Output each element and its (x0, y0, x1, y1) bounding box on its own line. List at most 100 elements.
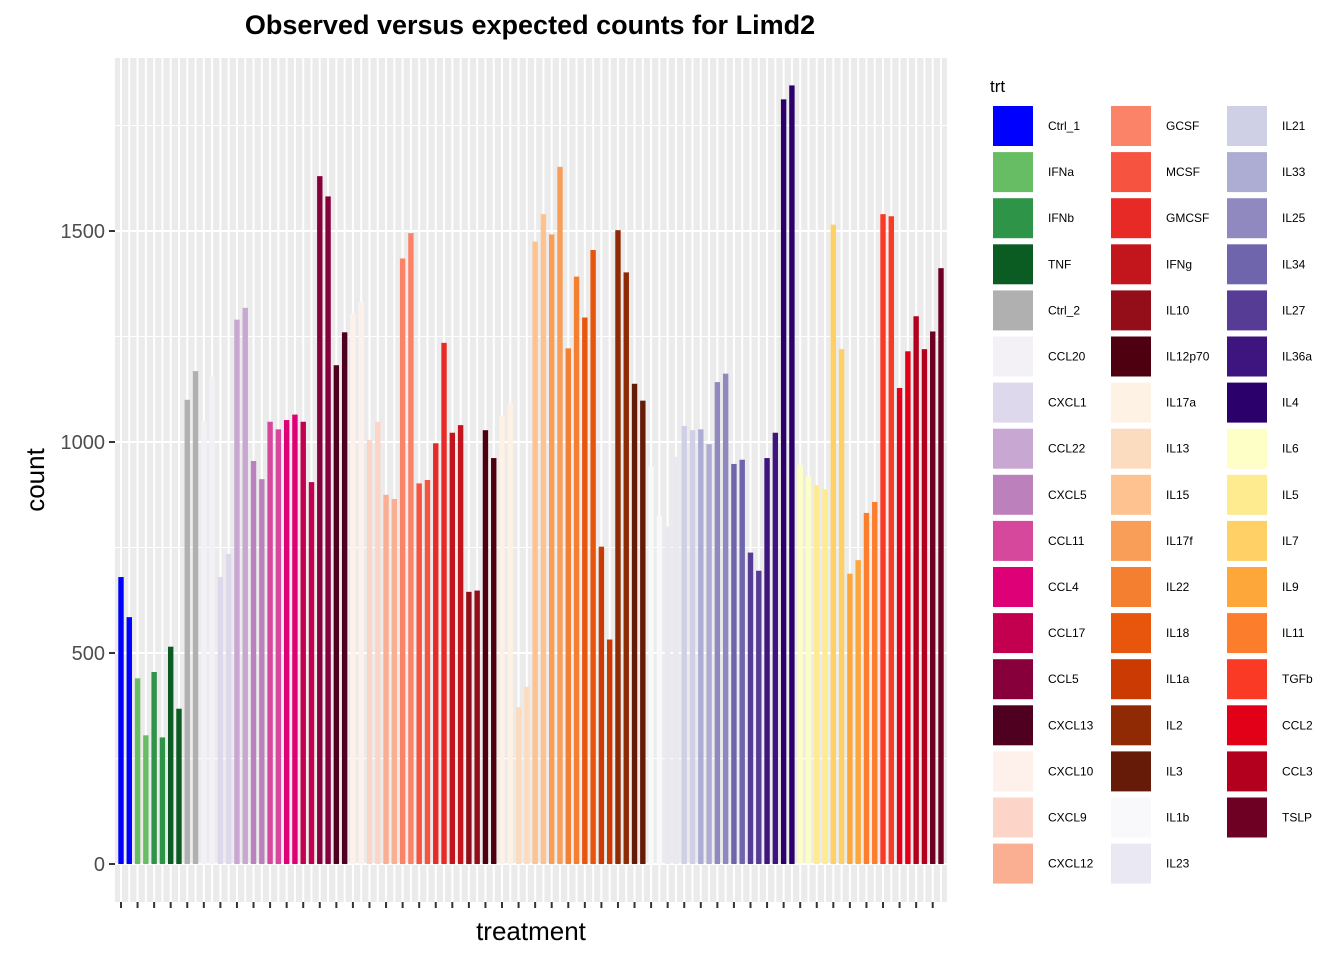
bar (623, 272, 629, 865)
bar (292, 414, 298, 865)
legend-label: IL17a (1166, 396, 1196, 410)
legend-key (991, 795, 1035, 840)
legend-label: CXCL5 (1048, 488, 1087, 502)
bar (433, 443, 439, 865)
bar (913, 316, 919, 865)
legend-key (1109, 472, 1153, 517)
legend-key (1109, 749, 1153, 794)
bar (515, 707, 522, 865)
legend-label: IL21 (1282, 119, 1306, 133)
bar (259, 479, 265, 865)
legend-label: TGFb (1282, 672, 1313, 686)
bar (631, 383, 638, 865)
legend-key (991, 472, 1035, 517)
bar (358, 301, 364, 865)
bar (739, 459, 745, 865)
bar (449, 432, 456, 865)
legend-label: IL27 (1282, 303, 1306, 317)
bar (747, 552, 754, 865)
legend-label: CCL22 (1048, 442, 1086, 456)
bar (441, 342, 447, 865)
legend-label: IFNa (1048, 165, 1074, 179)
legend-key (1225, 150, 1269, 195)
legend-label: IFNb (1048, 211, 1074, 225)
y-tick-label: 0 (94, 854, 105, 876)
legend-title: trt (990, 77, 1005, 96)
legend-label: TNF (1048, 257, 1071, 271)
legend-label: IL12p70 (1166, 350, 1210, 364)
bar (408, 233, 414, 865)
legend-label: GMCSF (1166, 211, 1209, 225)
legend-key (1109, 841, 1153, 886)
bar (590, 250, 596, 865)
legend-key (1225, 703, 1269, 748)
x-axis (120, 902, 934, 908)
legend-key (1109, 288, 1153, 333)
bar (681, 425, 687, 865)
legend-key (1225, 795, 1269, 840)
legend-key (991, 749, 1035, 794)
legend-key (1109, 426, 1153, 471)
legend-label: IL7 (1282, 534, 1299, 548)
legend-key (1109, 334, 1153, 379)
legend-key (1225, 334, 1269, 379)
bar (341, 332, 348, 865)
bar (267, 421, 273, 865)
legend-label: IL36a (1282, 350, 1312, 364)
bar (905, 351, 911, 865)
bar (756, 570, 762, 865)
legend-key (991, 334, 1035, 379)
bar (250, 461, 257, 865)
bar (689, 430, 696, 865)
legend-key (1225, 288, 1269, 333)
legend-label: CCL3 (1282, 764, 1313, 778)
bar (722, 373, 729, 865)
bar (209, 376, 215, 865)
bar (598, 546, 605, 865)
bar (656, 515, 663, 865)
legend-key (991, 242, 1035, 287)
bar (242, 307, 248, 865)
legend-key (1225, 611, 1269, 656)
legend-label: IL5 (1282, 488, 1299, 502)
legend-key (1225, 472, 1269, 517)
legend-key (1225, 104, 1269, 148)
legend-label: IL11 (1282, 626, 1305, 640)
legend-label: IFNg (1166, 257, 1192, 271)
bar (648, 466, 654, 865)
bar (714, 382, 721, 865)
y-tick-label: 500 (72, 643, 105, 665)
legend-label: IL2 (1166, 718, 1183, 732)
bar (134, 678, 141, 865)
legend-key (1109, 611, 1153, 656)
bar (225, 553, 232, 865)
legend-label: MCSF (1166, 165, 1200, 179)
bar (350, 313, 356, 865)
bar (474, 590, 480, 865)
legend-label: CCL2 (1282, 718, 1313, 732)
legend-key (1109, 657, 1153, 702)
y-tick-label: 1500 (61, 221, 106, 243)
bar (333, 365, 340, 865)
legend-label: CXCL13 (1048, 718, 1094, 732)
bar (366, 439, 373, 865)
legend-label: Ctrl_1 (1048, 119, 1080, 133)
legend-key (1109, 795, 1153, 840)
legend-label: IL1b (1166, 811, 1190, 825)
legend-key (991, 150, 1035, 195)
bar (126, 617, 132, 865)
legend-label: CXCL10 (1048, 764, 1094, 778)
legend-label: IL10 (1166, 303, 1190, 317)
legend-key (1225, 426, 1269, 471)
bar (416, 483, 422, 865)
legend-key (1109, 565, 1153, 609)
bar (573, 276, 580, 865)
bars (118, 85, 944, 865)
bar (499, 415, 505, 865)
bar (855, 560, 861, 865)
bar (921, 349, 928, 865)
legend-key (991, 841, 1035, 886)
legend-label: IL6 (1282, 442, 1299, 456)
bar (143, 735, 149, 865)
